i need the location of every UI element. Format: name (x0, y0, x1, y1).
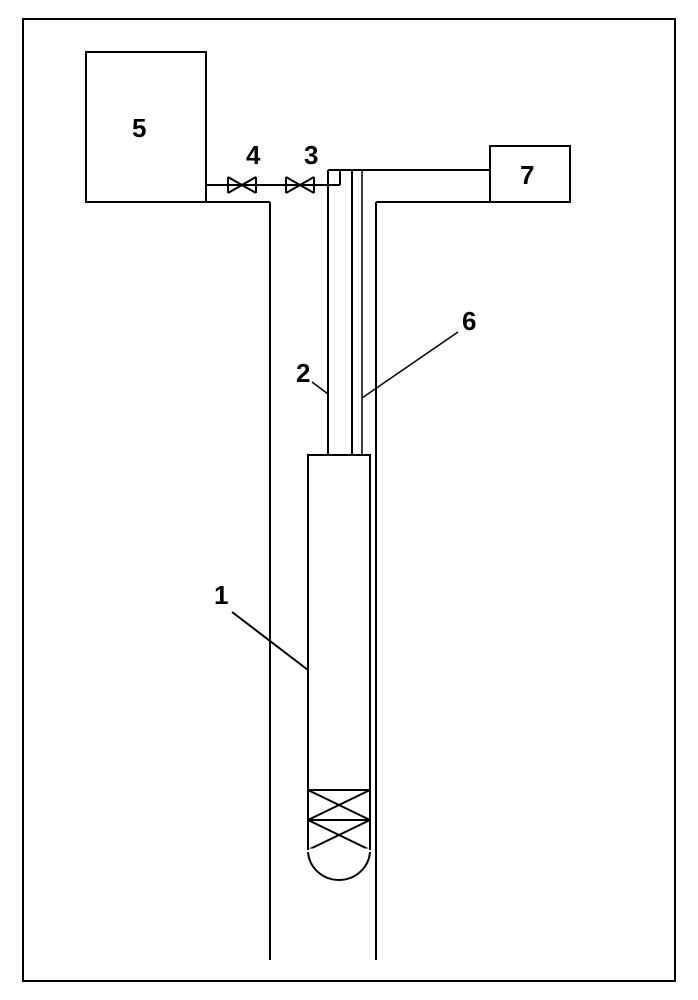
leader-2 (312, 382, 328, 394)
label-1: 1 (214, 580, 228, 611)
label-2: 2 (296, 358, 310, 389)
diagram-svg (0, 0, 698, 1000)
outer-frame (23, 19, 675, 981)
label-3: 3 (304, 140, 318, 171)
label-5: 5 (132, 113, 146, 144)
label-7: 7 (520, 160, 534, 191)
tool-bottom-detail (308, 790, 370, 850)
label-6: 6 (462, 306, 476, 337)
label-4: 4 (246, 140, 260, 171)
tool-rounded-bottom (308, 850, 370, 880)
